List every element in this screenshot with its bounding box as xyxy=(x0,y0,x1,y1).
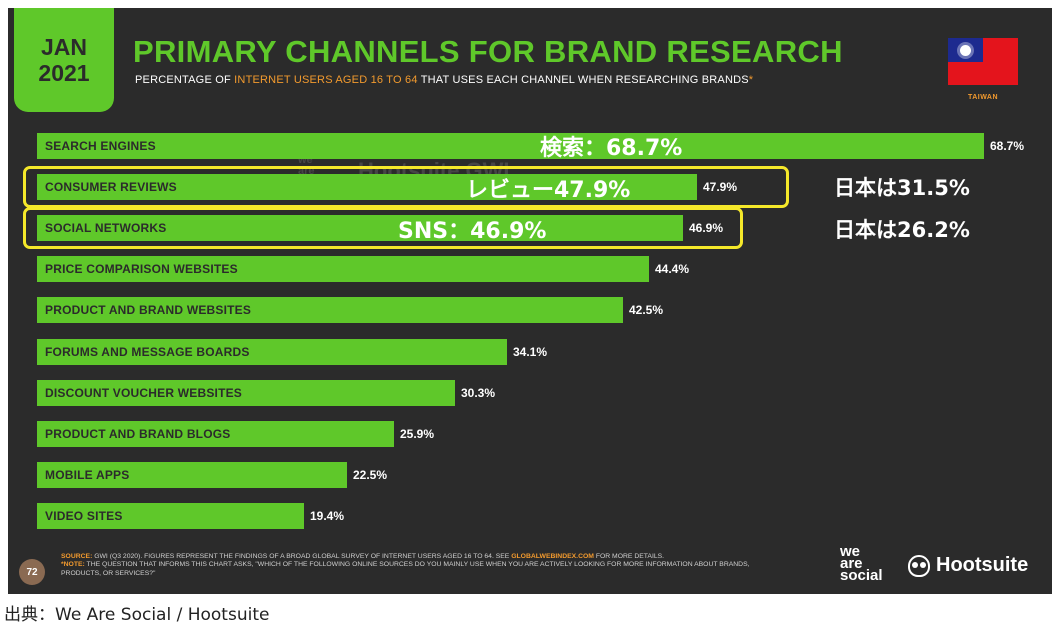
bar-value-1: 47.9% xyxy=(703,180,738,194)
highlight-box-reviews xyxy=(23,166,789,208)
overlay-search: 検索：68.7% xyxy=(540,136,683,161)
chart-title: PRIMARY CHANNELS FOR BRAND RESEARCH xyxy=(133,34,843,69)
bar-6 xyxy=(37,380,455,406)
bar-0 xyxy=(37,133,984,159)
overlay-sns: SNS：46.9% xyxy=(398,219,547,244)
footer-notes: SOURCE: GWI (Q3 2020). FIGURES REPRESENT… xyxy=(61,553,781,578)
source-caption: 出典：We Are Social / Hootsuite xyxy=(4,605,270,624)
note-line: *NOTE: THE QUESTION THAT INFORMS THIS CH… xyxy=(61,561,781,578)
hootsuite-wordmark: Hootsuite xyxy=(936,554,1029,576)
bar-label-4: PRODUCT AND BRAND WEBSITES xyxy=(45,303,252,317)
date-month: JAN xyxy=(40,34,87,60)
slide: JAN 2021 PRIMARY CHANNELS FOR BRAND RESE… xyxy=(8,8,1052,594)
note-key: *NOTE: xyxy=(61,561,85,569)
chart-subtitle: PERCENTAGE OF INTERNET USERS AGED 16 TO … xyxy=(135,74,753,86)
bar-7 xyxy=(37,421,394,447)
we-are-social-logo: we are social xyxy=(840,543,883,584)
hootsuite-logo: Hootsuite xyxy=(908,554,1028,577)
bar-3 xyxy=(37,256,649,282)
bar-label-9: VIDEO SITES xyxy=(45,509,123,523)
bar-label-8: MOBILE APPS xyxy=(45,468,130,482)
taiwan-flag-icon xyxy=(948,38,1018,85)
bar-value-9: 19.4% xyxy=(310,509,345,523)
subtitle-star: * xyxy=(748,74,754,86)
bar-5 xyxy=(37,339,507,365)
bar-label-3: PRICE COMPARISON WEBSITES xyxy=(45,262,238,276)
watermark-line1: we xyxy=(298,154,313,166)
logo-we: we xyxy=(840,543,861,560)
note-text: THE QUESTION THAT INFORMS THIS CHART ASK… xyxy=(61,561,750,577)
bar-label-6: DISCOUNT VOUCHER WEBSITES xyxy=(45,386,243,400)
flag-canton xyxy=(948,38,983,62)
page-number: 72 xyxy=(19,559,45,585)
owl-icon xyxy=(908,554,930,577)
logo-are: are xyxy=(840,555,863,572)
bar-value-0: 68.7% xyxy=(990,139,1025,153)
bar-value-2: 46.9% xyxy=(689,221,724,235)
bar-4 xyxy=(37,297,623,323)
subtitle-pre: PERCENTAGE OF xyxy=(135,74,235,86)
bar-value-5: 34.1% xyxy=(513,345,548,359)
subtitle-highlight: INTERNET USERS AGED 16 TO 64 xyxy=(234,74,418,86)
source-tail: FOR MORE DETAILS. xyxy=(593,553,665,560)
note-japan-reviews: 日本は31.5% xyxy=(834,176,970,200)
bar-2 xyxy=(37,215,683,241)
bar-chart: SEARCH ENGINES 68.7% CONSUMER REVIEWS 47.9%… xyxy=(8,8,1052,594)
date-year: 2021 xyxy=(38,60,90,86)
bar-label-0: SEARCH ENGINES xyxy=(45,139,156,153)
bar-value-3: 44.4% xyxy=(655,262,690,276)
date-tab: JAN 2021 xyxy=(14,8,114,112)
bar-8 xyxy=(37,462,347,488)
highlight-box-sns xyxy=(23,207,743,249)
bar-label-2: SOCIAL NETWORKS xyxy=(45,221,167,235)
source-text: GWI (Q3 2020). FIGURES REPRESENT THE FIN… xyxy=(92,553,512,560)
flag-label: TAIWAN xyxy=(967,94,999,101)
flag-sun-icon xyxy=(960,44,971,56)
subtitle-post: THAT USES EACH CHANNEL WHEN RESEARCHING … xyxy=(417,74,749,86)
bar-label-5: FORUMS AND MESSAGE BOARDS xyxy=(45,345,250,359)
source-key: SOURCE: xyxy=(61,553,93,560)
bar-value-8: 22.5% xyxy=(353,468,388,482)
bar-value-4: 42.5% xyxy=(629,303,664,317)
bar-value-7: 25.9% xyxy=(400,427,435,441)
bar-label-1: CONSUMER REVIEWS xyxy=(45,180,177,194)
logo-social: social xyxy=(840,567,883,584)
source-link[interactable]: GLOBALWEBINDEX.COM xyxy=(511,553,594,560)
watermark-line2: are xyxy=(298,165,315,177)
bar-label-7: PRODUCT AND BRAND BLOGS xyxy=(45,427,231,441)
overlay-reviews: レビュー47.9% xyxy=(466,178,631,203)
source-line: SOURCE: GWI (Q3 2020). FIGURES REPRESENT… xyxy=(61,553,781,561)
bar-value-6: 30.3% xyxy=(461,386,496,400)
bar-9 xyxy=(37,503,304,529)
note-japan-sns: 日本は26.2% xyxy=(834,218,970,242)
bar-1 xyxy=(37,174,697,200)
